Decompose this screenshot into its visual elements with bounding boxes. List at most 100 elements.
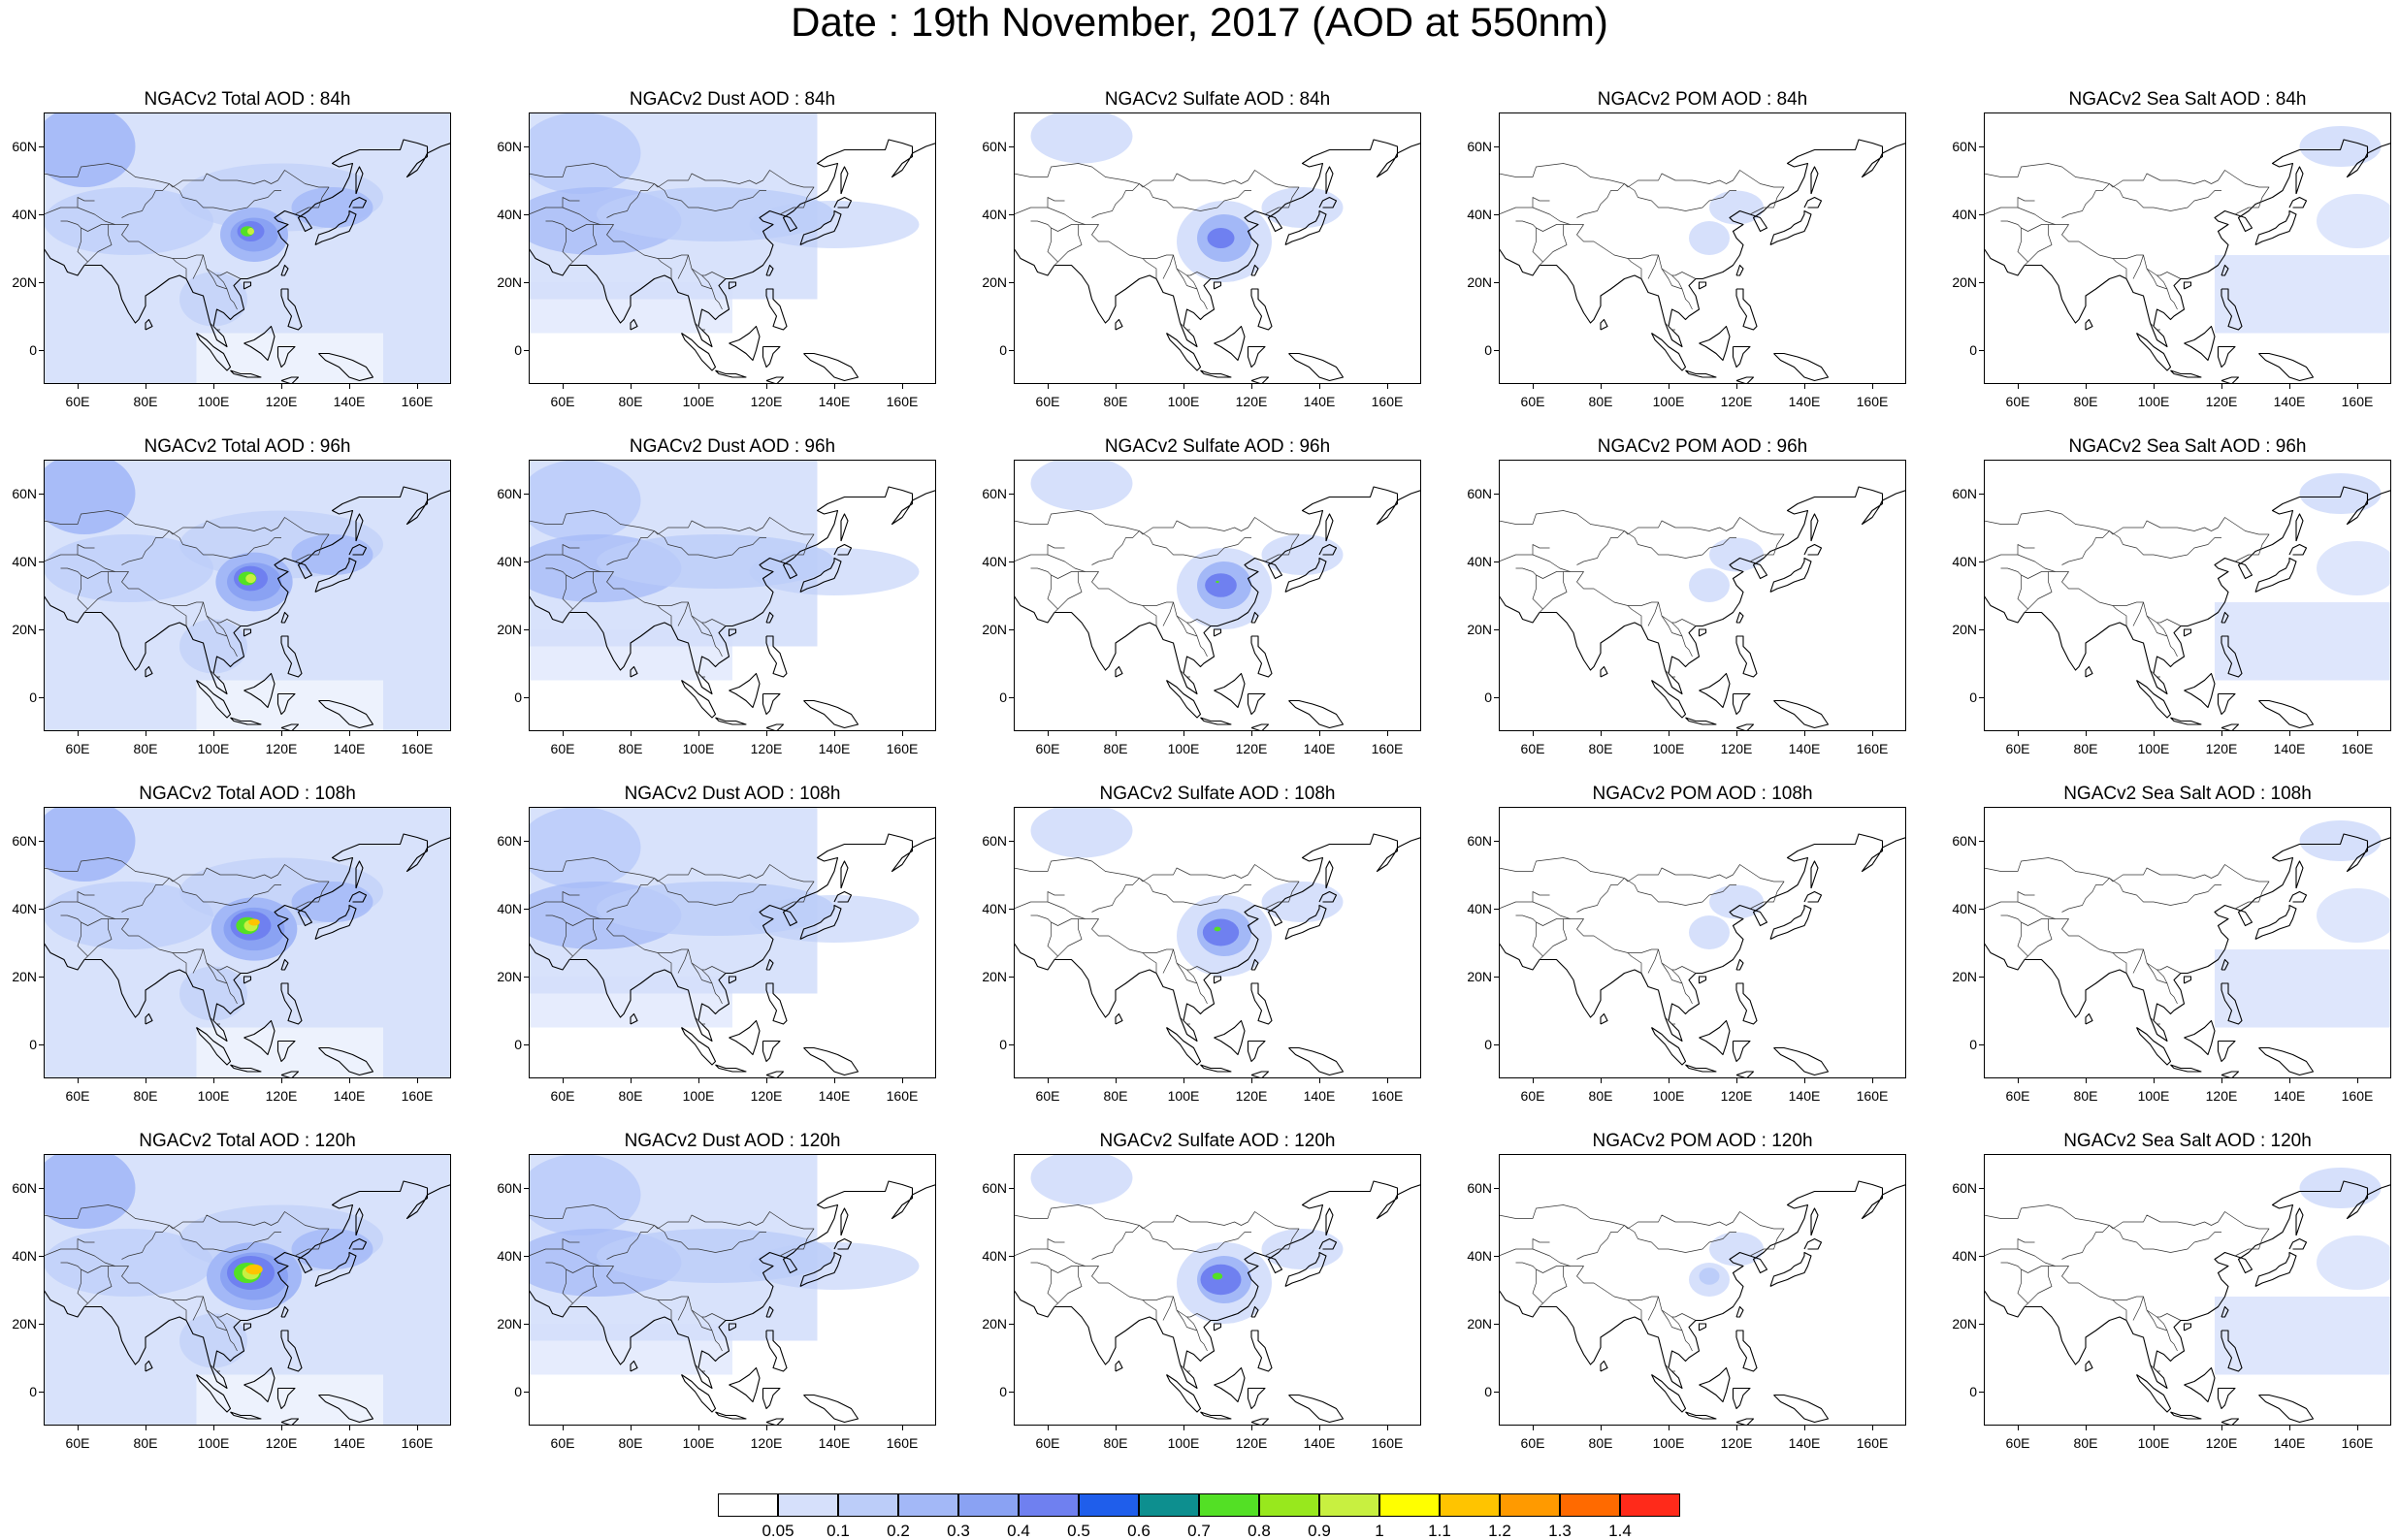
longitude-tick-label: 140E (1788, 394, 1821, 409)
seasalt-aod-field (2215, 255, 2391, 334)
latitude-tick-label: 0 (1969, 342, 1977, 358)
map-panel-dust-108h: NGACv2 Dust AOD : 108h 60N 40N 20N 0 60E 80E 10… (485, 782, 970, 1129)
longitude-tick-label: 80E (2073, 741, 2098, 756)
longitude-tick-label: 140E (1303, 1435, 1336, 1451)
longitude-tick-label: 120E (2205, 1088, 2238, 1104)
longitude-tick-label: 160E (401, 1435, 434, 1451)
longitude-tick (834, 1078, 835, 1083)
latitude-tick (1009, 1188, 1014, 1189)
map-panel-dust-84h: NGACv2 Dust AOD : 84h 60N 40N 20N 0 60E 80E 100… (485, 87, 970, 434)
latitude-tick-label: 40N (982, 207, 1007, 222)
latitude-tick-label: 20N (12, 969, 37, 984)
longitude-tick (563, 1078, 564, 1083)
longitude-tick (281, 1078, 282, 1083)
latitude-tick-label: 40N (1467, 1248, 1492, 1264)
longitude-tick-label: 120E (750, 741, 783, 756)
panel-title: NGACv2 Sulfate AOD : 120h (1099, 1131, 1336, 1151)
latitude-tick (1009, 1392, 1014, 1393)
aod-map (1014, 807, 1421, 1078)
pom-aod-field (1699, 1267, 1720, 1285)
latitude-tick-label: 0 (999, 1384, 1007, 1399)
longitude-tick-label: 100E (1652, 394, 1685, 409)
longitude-tick-label: 120E (1235, 1435, 1268, 1451)
latitude-tick (39, 214, 44, 215)
longitude-tick-label: 80E (1103, 741, 1128, 756)
longitude-tick (78, 1426, 79, 1430)
map-plot-area (1014, 112, 1421, 384)
latitude-tick-label: 40N (1467, 901, 1492, 916)
map-plot-area (529, 1154, 936, 1426)
map-plot-area (1014, 1154, 1421, 1426)
longitude-tick-label: 80E (133, 741, 158, 756)
latitude-tick (1494, 146, 1499, 147)
longitude-tick-label: 160E (1371, 1435, 1404, 1451)
map-panel-sulfate-120h: NGACv2 Sulfate AOD : 120h 60N 40N 20N 0 60E 80… (970, 1129, 1455, 1476)
longitude-tick (1251, 1078, 1252, 1083)
longitude-tick (563, 1426, 564, 1430)
seasalt-aod-field (2215, 602, 2391, 681)
longitude-tick (1601, 1426, 1602, 1430)
longitude-tick (2357, 1078, 2358, 1083)
longitude-tick-label: 140E (2273, 741, 2306, 756)
longitude-tick-label: 120E (1720, 394, 1753, 409)
aod-map (529, 807, 936, 1078)
longitude-tick (1251, 384, 1252, 389)
map-panel-total-108h: NGACv2 Total AOD : 108h 60N 40N 20N 0 60E 80E 1… (0, 782, 485, 1129)
latitude-tick-label: 20N (1952, 1316, 1977, 1331)
latitude-tick (1009, 494, 1014, 495)
longitude-tick (1669, 1078, 1670, 1083)
longitude-tick (1804, 731, 1805, 736)
latitude-tick-label: 0 (1484, 690, 1492, 705)
latitude-tick (1494, 282, 1499, 283)
longitude-tick (563, 731, 564, 736)
panel-title: NGACv2 Dust AOD : 84h (629, 89, 836, 110)
latitude-tick-label: 0 (29, 342, 37, 358)
panel-title: NGACv2 Sea Salt AOD : 96h (2068, 436, 2307, 457)
longitude-tick (1669, 1426, 1670, 1430)
latitude-tick-label: 60N (1467, 486, 1492, 501)
longitude-tick (1736, 1426, 1737, 1430)
latitude-tick (1979, 1188, 1984, 1189)
panel-title: NGACv2 Dust AOD : 108h (624, 784, 841, 804)
longitude-tick (78, 731, 79, 736)
longitude-tick (563, 384, 564, 389)
latitude-tick-label: 20N (982, 1316, 1007, 1331)
latitude-tick (1494, 561, 1499, 562)
longitude-tick-label: 80E (133, 394, 158, 409)
longitude-tick (1533, 1426, 1534, 1430)
latitude-tick-label: 20N (12, 274, 37, 290)
latitude-tick-label: 20N (1467, 622, 1492, 637)
longitude-tick (1319, 731, 1320, 736)
longitude-tick (417, 384, 418, 389)
colorbar-swatch (1560, 1493, 1620, 1517)
latitude-tick-label: 40N (1952, 901, 1977, 916)
longitude-tick (1319, 384, 1320, 389)
sulfate-aod-field (1261, 534, 1344, 575)
longitude-tick (2018, 384, 2019, 389)
pom-aod-field (1689, 915, 1730, 949)
latitude-tick (524, 1044, 529, 1045)
latitude-tick (1979, 494, 1984, 495)
latitude-tick (1494, 629, 1499, 630)
latitude-tick-label: 60N (497, 1180, 522, 1196)
longitude-tick-label: 100E (2137, 394, 2170, 409)
longitude-tick-label: 100E (1167, 394, 1200, 409)
longitude-tick (1601, 731, 1602, 736)
longitude-tick-label: 60E (1035, 1088, 1060, 1104)
longitude-tick-label: 60E (1035, 1435, 1060, 1451)
panel-title: NGACv2 Sulfate AOD : 84h (1104, 89, 1331, 110)
latitude-tick-label: 40N (497, 554, 522, 569)
colorbar-label: 1.2 (1488, 1522, 1511, 1540)
longitude-tick-label: 100E (1652, 741, 1685, 756)
longitude-tick-label: 100E (1652, 1088, 1685, 1104)
longitude-tick-label: 80E (1103, 1088, 1128, 1104)
pom-aod-field (1709, 884, 1764, 919)
longitude-tick (349, 1078, 350, 1083)
longitude-tick-label: 100E (1167, 1088, 1200, 1104)
latitude-tick (39, 146, 44, 147)
sulfate-aod-field (1030, 460, 1133, 511)
latitude-tick-label: 0 (999, 1037, 1007, 1052)
latitude-tick-label: 60N (982, 486, 1007, 501)
longitude-tick-label: 160E (2341, 1435, 2374, 1451)
longitude-tick-label: 140E (1788, 1088, 1821, 1104)
